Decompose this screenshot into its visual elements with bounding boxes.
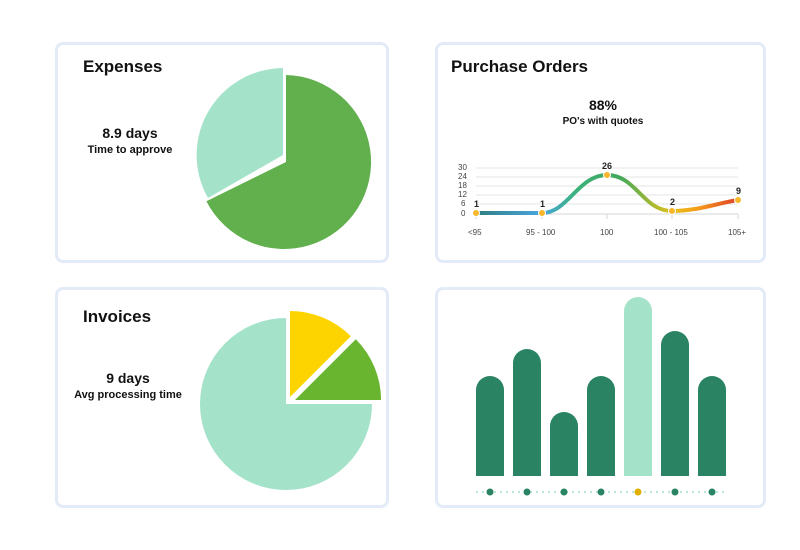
svg-text:<95: <95 [468, 228, 482, 237]
expenses-title: Expenses [83, 57, 163, 76]
invoices-title: Invoices [83, 307, 152, 326]
svg-text:24: 24 [458, 172, 467, 181]
po-metric-label: PO's with quotes [562, 116, 644, 127]
invoices-metric-value: 9 days [106, 370, 150, 386]
po-data-points[interactable] [472, 171, 742, 217]
po-y-axis-ticks: 30 24 18 12 6 0 [458, 163, 467, 218]
expenses-slice-pending[interactable] [196, 68, 283, 198]
svg-text:1: 1 [474, 199, 479, 209]
svg-text:26: 26 [602, 161, 612, 171]
invoices-slice-yellow[interactable] [290, 311, 351, 397]
svg-text:12: 12 [458, 190, 467, 199]
expenses-pie-chart [196, 68, 372, 249]
bar-5-highlight[interactable] [624, 297, 652, 476]
po-line-chart: 30 24 18 12 6 0 1 1 26 2 9 <95 95 - 100 … [458, 161, 746, 237]
invoices-metric-label: Avg processing time [74, 389, 182, 401]
svg-text:18: 18 [458, 181, 467, 190]
svg-text:6: 6 [461, 199, 466, 208]
bar-pagination-dots[interactable] [486, 488, 716, 496]
expenses-card: Expenses 8.9 days Time to approve [55, 42, 389, 263]
po-data-labels: 1 1 26 2 9 [474, 161, 741, 209]
svg-text:1: 1 [540, 199, 545, 209]
expenses-metric-value: 8.9 days [102, 125, 158, 141]
invoices-card: Invoices 9 days Avg processing time [55, 287, 389, 508]
po-x-axis-labels: <95 95 - 100 100 100 - 105 105+ [468, 228, 746, 237]
invoices-slice-main[interactable] [200, 318, 372, 490]
po-metric-value: 88% [588, 97, 618, 113]
po-metric: 88% PO's with quotes [543, 97, 663, 127]
expenses-metric: 8.9 days Time to approve [70, 125, 190, 156]
svg-text:9: 9 [736, 186, 741, 196]
expenses-metric-label: Time to approve [87, 144, 173, 156]
po-line [474, 172, 740, 215]
svg-text:105+: 105+ [728, 228, 746, 237]
invoices-metric: 9 days Avg processing time [68, 370, 188, 401]
svg-text:95 - 100: 95 - 100 [526, 228, 556, 237]
svg-text:100 - 105: 100 - 105 [654, 228, 688, 237]
bar-6[interactable] [661, 331, 689, 476]
bar-chart-card [435, 287, 766, 508]
bar-1[interactable] [476, 376, 504, 476]
invoices-pie-chart [200, 311, 381, 490]
bar-2[interactable] [513, 349, 541, 476]
bar-3[interactable] [550, 412, 578, 476]
svg-text:100: 100 [600, 228, 614, 237]
invoices-slice-green[interactable] [295, 339, 381, 400]
bar-7[interactable] [698, 376, 726, 476]
svg-text:2: 2 [670, 197, 675, 207]
purchase-orders-card: Purchase Orders 88% PO's with quotes [435, 42, 766, 263]
bar-4[interactable] [587, 376, 615, 476]
svg-text:0: 0 [461, 209, 466, 218]
bars [476, 297, 726, 476]
purchase-orders-title: Purchase Orders [451, 57, 589, 76]
expenses-slice-approved[interactable] [206, 75, 372, 249]
svg-text:30: 30 [458, 163, 467, 172]
bar-chart [476, 297, 727, 496]
